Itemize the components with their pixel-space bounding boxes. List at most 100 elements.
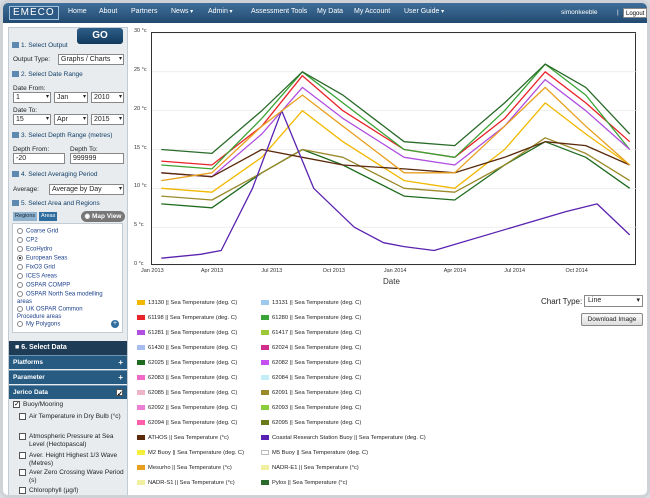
radio-button[interactable]	[17, 321, 23, 327]
param-checkbox[interactable]	[19, 469, 26, 476]
legend-item[interactable]: 62084 || Sea Temperature (deg. C)	[261, 373, 361, 383]
series-line[interactable]	[161, 141, 631, 209]
y-tick-label: 30 °c	[134, 28, 147, 34]
legend-item[interactable]: 62095 || Sea Temperature (deg. C)	[261, 418, 361, 428]
radio-button[interactable]	[17, 237, 23, 243]
nav-partners[interactable]: Partners	[131, 8, 158, 15]
logout-button[interactable]: Logout	[623, 8, 647, 18]
chart-type-select[interactable]: Line	[584, 295, 643, 307]
series-line[interactable]	[161, 71, 631, 166]
region-item[interactable]: UK OSPAR Common Procedure areas	[17, 306, 83, 320]
nav-user-guide[interactable]: User Guide	[404, 8, 444, 15]
legend-item[interactable]: 62092 || Sea Temperature (deg. C)	[137, 403, 237, 413]
series-line[interactable]	[161, 102, 631, 193]
section-depth-heading[interactable]: 3. Select Depth Range (metres)	[12, 132, 112, 139]
depth-from-input[interactable]: -20	[13, 153, 65, 164]
legend-item[interactable]: 62083 || Sea Temperature (deg. C)	[137, 373, 237, 383]
legend-item[interactable]: 62024 || Sea Temperature (deg. C)	[261, 343, 361, 353]
param-checkbox[interactable]	[19, 433, 26, 440]
radio-button[interactable]	[17, 273, 23, 279]
date-to-day-select[interactable]: 15	[13, 114, 51, 125]
radio-button[interactable]	[17, 264, 23, 270]
region-item-selected[interactable]: European Seas	[17, 255, 67, 262]
jerico-data-checkbox[interactable]	[116, 388, 123, 402]
nav-my-account[interactable]: My Account	[354, 8, 391, 15]
nav-assessment-tools[interactable]: Assessment Tools	[251, 8, 308, 15]
nav-news[interactable]: News	[171, 8, 193, 15]
date-from-month-select[interactable]: Jan	[54, 92, 88, 103]
legend-item[interactable]: 62085 || Sea Temperature (deg. C)	[137, 388, 237, 398]
radio-button-selected[interactable]	[17, 255, 23, 261]
series-line[interactable]	[161, 86, 631, 182]
region-item[interactable]: ICES Areas	[17, 273, 57, 280]
add-polygon-button[interactable]: +	[111, 320, 119, 328]
tab-areas[interactable]: Areas	[39, 212, 58, 221]
output-type-select[interactable]: Graphs / Charts	[58, 54, 124, 65]
go-button[interactable]: GO	[77, 28, 123, 44]
legend-item[interactable]: 62025 || Sea Temperature (deg. C)	[137, 358, 237, 368]
series-line[interactable]	[161, 78, 631, 178]
section-output-heading[interactable]: 1. Select Output	[12, 42, 68, 49]
nav-about[interactable]: About	[99, 8, 118, 15]
radio-button[interactable]	[17, 246, 23, 252]
legend-item[interactable]: 62082 || Sea Temperature (deg. C)	[261, 358, 361, 368]
series-line[interactable]	[161, 141, 630, 178]
site-logo[interactable]: EMECO	[9, 6, 59, 20]
region-item[interactable]: EcoHydro	[17, 246, 52, 253]
region-item[interactable]: CP2	[17, 237, 38, 244]
legend-item[interactable]: Pylos || Sea Temperature (°c)	[261, 478, 347, 488]
nav-admin[interactable]: Admin	[208, 8, 233, 15]
date-from-day-select[interactable]: 1	[13, 92, 51, 103]
legend-item[interactable]: Coastal Research Station Buoy || Sea Tem…	[261, 433, 426, 443]
region-item[interactable]: OSPAR COMPP	[17, 282, 70, 289]
date-to-month-select[interactable]: Apr	[54, 114, 88, 125]
series-line[interactable]	[161, 63, 631, 155]
radio-button[interactable]	[17, 306, 23, 312]
legend-item[interactable]: NADR-S1 || Sea Temperature (°c)	[137, 478, 235, 488]
legend-item[interactable]: 61280 || Sea Temperature (deg. C)	[261, 313, 361, 323]
legend-item[interactable]: M2 Buoy || Sea Temperature (deg. C)	[137, 448, 244, 458]
legend-item[interactable]: 13130 || Sea Temperature (deg. C)	[137, 298, 237, 308]
section-averaging-heading[interactable]: 4. Select Averaging Period	[12, 171, 98, 178]
section-select-data-heading[interactable]: ■ 6. Select Data	[9, 341, 127, 355]
nav-home[interactable]: Home	[68, 8, 87, 15]
depth-to-input[interactable]: 999999	[70, 153, 124, 164]
radio-button[interactable]	[17, 228, 23, 234]
param-checkbox[interactable]	[19, 452, 26, 459]
series-line[interactable]	[161, 110, 631, 259]
region-item[interactable]: Coarse Grid	[17, 228, 58, 235]
legend-item[interactable]: ATHOS || Sea Temperature (°c)	[137, 433, 229, 443]
buoy-mooring-checkbox[interactable]	[13, 400, 20, 408]
download-image-button[interactable]: Download Image	[581, 313, 643, 326]
legend-item[interactable]: 61281 || Sea Temperature (deg. C)	[137, 328, 237, 338]
average-select[interactable]: Average by Day	[49, 184, 124, 195]
section-date-heading[interactable]: 2. Select Date Range	[12, 71, 83, 78]
date-to-year-select[interactable]: 2015	[91, 114, 124, 125]
param-checkbox[interactable]	[19, 487, 26, 494]
series-line[interactable]	[161, 63, 631, 170]
accordion-parameter[interactable]: Parameter +	[9, 370, 127, 384]
radio-button[interactable]	[17, 282, 23, 288]
section-area-heading[interactable]: 5. Select Area and Regions	[12, 200, 100, 207]
date-from-year-select[interactable]: 2010	[91, 92, 124, 103]
legend-item[interactable]: 62091 || Sea Temperature (deg. C)	[261, 388, 361, 398]
legend-item[interactable]: 61417 || Sea Temperature (deg. C)	[261, 328, 361, 338]
legend-item[interactable]: 13131 || Sea Temperature (deg. C)	[261, 298, 361, 308]
legend-item[interactable]: 61430 || Sea Temperature (deg. C)	[137, 343, 237, 353]
legend-item[interactable]: 62093 || Sea Temperature (deg. C)	[261, 403, 361, 413]
map-view-button[interactable]: ◉ Map View	[81, 211, 125, 222]
legend-item[interactable]: M5 Buoy || Sea Temperature (deg. C)	[261, 448, 368, 458]
legend-item[interactable]: Mesurho || Sea Temperature (°c)	[137, 463, 232, 473]
region-item[interactable]: FixO3 Grid	[17, 264, 55, 271]
tab-regions[interactable]: Regions	[13, 212, 38, 221]
region-item[interactable]: OSPAR North Sea modelling areas	[17, 291, 103, 305]
accordion-platforms[interactable]: Platforms +	[9, 355, 127, 369]
nav-my-data[interactable]: My Data	[317, 8, 344, 15]
radio-button[interactable]	[17, 291, 23, 297]
region-item[interactable]: My Polygons	[17, 321, 60, 328]
legend-item[interactable]: NADR-E1 || Sea Temperature (°c)	[261, 463, 359, 473]
accordion-jerico-data[interactable]: Jerico Data	[9, 385, 127, 402]
legend-item[interactable]: 61198 || Sea Temperature (deg. C)	[137, 313, 237, 323]
param-checkbox[interactable]	[19, 413, 26, 420]
legend-item[interactable]: 62094 || Sea Temperature (deg. C)	[137, 418, 237, 428]
